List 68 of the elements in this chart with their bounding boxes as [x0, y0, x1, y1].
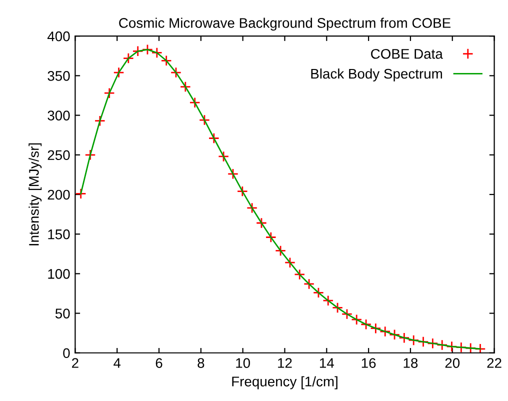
x-axis-title: Frequency [1/cm] — [232, 376, 338, 390]
point — [142, 44, 154, 56]
point — [465, 342, 476, 353]
x-tick-label: 14 — [320, 358, 334, 368]
chart-title: Cosmic Microwave Background Spectrum from COBE — [119, 18, 450, 31]
point — [198, 114, 210, 126]
y-tick-label: 150 — [48, 229, 70, 240]
x-tick-label: 20 — [445, 358, 460, 368]
point — [265, 232, 276, 243]
y-tick-label: 300 — [48, 110, 70, 120]
point — [284, 257, 296, 268]
point — [360, 318, 372, 330]
point — [104, 88, 115, 99]
y-tick-label: 350 — [48, 71, 70, 81]
y-axis-title: Intensity [MJy/sr] — [28, 143, 42, 246]
x-tick-label: 10 — [236, 358, 250, 368]
point — [274, 245, 286, 256]
x-tick-label: 6 — [156, 358, 162, 368]
point — [388, 329, 400, 340]
legend-label: Black Body Spectrum — [311, 68, 442, 82]
y-tick-label: 50 — [55, 308, 70, 318]
point — [408, 334, 420, 346]
point — [474, 343, 486, 353]
point — [370, 322, 382, 334]
point — [160, 55, 172, 66]
point — [380, 326, 391, 338]
point — [113, 66, 124, 78]
point — [398, 332, 410, 344]
point — [436, 339, 448, 351]
line-series — [80, 48, 481, 350]
point — [75, 188, 86, 200]
point — [418, 336, 429, 348]
x-tick-label: 22 — [487, 358, 502, 368]
point — [180, 81, 191, 92]
point — [351, 314, 362, 326]
point — [84, 149, 96, 160]
point — [256, 217, 268, 229]
point — [122, 52, 134, 64]
y-tick-label: 200 — [48, 190, 70, 200]
x-tick-label: 2 — [72, 358, 78, 368]
point — [303, 278, 315, 290]
point — [94, 115, 106, 126]
point — [218, 150, 230, 162]
legend-label: COBE Data — [371, 48, 443, 59]
point — [294, 268, 306, 280]
point — [227, 168, 239, 180]
point — [189, 97, 200, 108]
point — [236, 186, 248, 197]
point — [312, 287, 324, 298]
x-tick-label: 12 — [278, 358, 292, 368]
point — [322, 295, 334, 306]
x-tick-label: 16 — [362, 358, 376, 368]
point — [246, 202, 258, 214]
point — [208, 132, 220, 144]
y-tick-label: 0 — [63, 348, 70, 358]
x-tick-label: 18 — [404, 358, 418, 368]
point — [332, 302, 344, 314]
x-tick-label: 4 — [114, 358, 121, 368]
point — [151, 47, 162, 58]
x-tick-label: 8 — [198, 358, 204, 368]
y-tick-label: 100 — [48, 269, 70, 279]
point — [170, 66, 182, 78]
y-tick-label: 250 — [48, 150, 70, 160]
y-tick-label: 400 — [47, 31, 70, 42]
point — [456, 342, 467, 353]
point — [427, 338, 438, 349]
point — [341, 308, 353, 320]
point — [132, 46, 144, 57]
